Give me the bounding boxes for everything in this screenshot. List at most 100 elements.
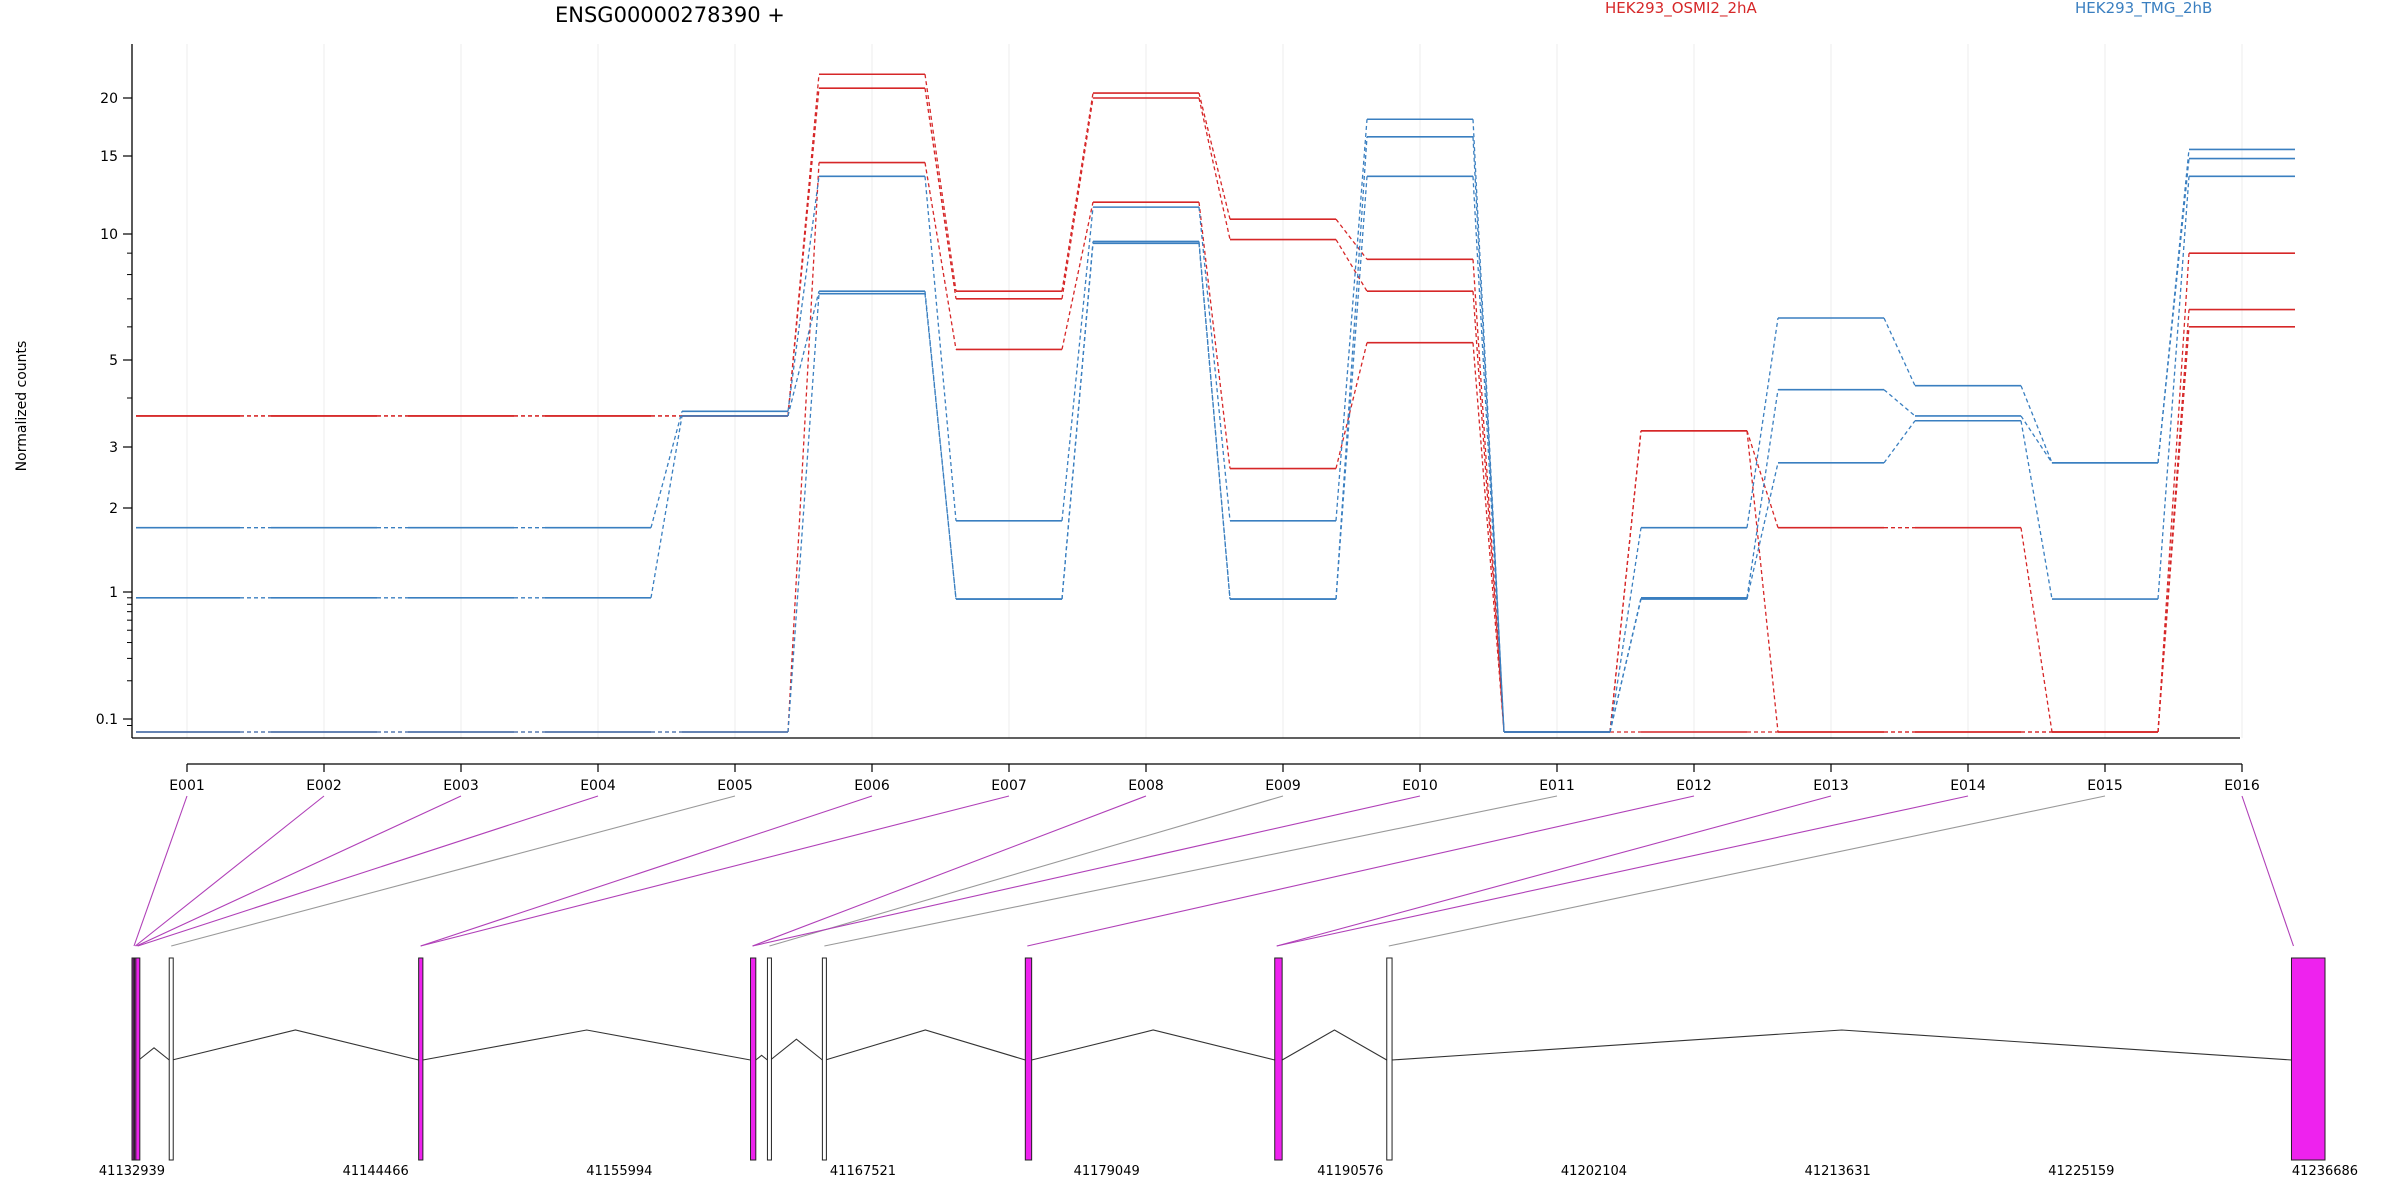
coordinate-label: 41144466: [343, 1164, 409, 1179]
series-connector: [1335, 136, 1368, 600]
series-connector: [1472, 342, 1505, 733]
exon-connector: [769, 795, 1284, 947]
x-tick-label: E009: [1265, 778, 1301, 794]
exon-connector: [134, 795, 325, 947]
y-tick-label: 2: [109, 501, 118, 517]
gene-model: [131, 957, 2326, 1161]
intron-line: [138, 1047, 170, 1061]
exon-connector: [1388, 795, 2106, 947]
series-lines: [136, 73, 2295, 733]
y-tick-label: 1: [109, 585, 118, 601]
exon-connector: [420, 795, 873, 947]
exon-box: [135, 957, 141, 1161]
series-connector: [650, 415, 683, 598]
series-connector: [1472, 136, 1505, 733]
coordinate-label: 41155994: [586, 1164, 652, 1179]
coordinate-label: 41167521: [830, 1164, 896, 1179]
series-connector: [1335, 239, 1368, 292]
series-connector: [1883, 317, 1916, 386]
series-connector: [787, 88, 820, 417]
series-connector: [1609, 430, 1642, 733]
coordinate-label: 41190576: [1317, 1164, 1383, 1179]
series-connector: [2157, 176, 2190, 600]
series-connector: [1472, 176, 1505, 733]
series-connector: [2020, 420, 2053, 600]
exon-box: [821, 957, 827, 1161]
y-tick-label: 3: [109, 440, 118, 456]
x-tick-label: E004: [580, 778, 616, 794]
exon-box: [1386, 957, 1393, 1161]
x-axis: E001 E002 E003 E004 E005 E006 E007 E008 E009 E010…: [132, 737, 2260, 794]
x-tick-label: E008: [1128, 778, 1164, 794]
coordinate-label: 41236686: [2292, 1164, 2358, 1179]
coordinate-label: 41213631: [1805, 1164, 1871, 1179]
series-connector: [787, 293, 820, 733]
intron-line: [172, 1029, 419, 1061]
x-tick-label: E003: [443, 778, 479, 794]
legend-entry-osmi2: HEK293_OSMI2_2hA: [1605, 0, 1758, 18]
exon-connector: [171, 795, 736, 947]
series-connector: [1198, 207, 1231, 521]
series-connector: [650, 411, 683, 528]
exon-box: [766, 957, 772, 1161]
x-tick-label: E007: [991, 778, 1027, 794]
coordinate-label: 41179049: [1074, 1164, 1140, 1179]
series-connector: [924, 293, 957, 600]
series-connector: [1883, 420, 1916, 464]
exon-connector: [133, 795, 188, 947]
exon-connector: [1276, 795, 1969, 947]
exon-connector: [1027, 795, 1695, 947]
x-tick-label: E015: [2087, 778, 2123, 794]
exon-connector: [824, 795, 1558, 947]
x-tick-label: E016: [2224, 778, 2260, 794]
coordinate-label: 41202104: [1561, 1164, 1627, 1179]
exon-connector: [752, 795, 1147, 947]
series-connector: [1335, 218, 1368, 260]
series-connector: [2157, 326, 2190, 733]
series-connector: [1061, 92, 1094, 292]
series-connector: [1746, 389, 1779, 598]
intron-line: [1031, 1029, 1275, 1061]
series-connector: [1198, 202, 1231, 469]
exon-connector: [137, 795, 599, 947]
series-connector: [1198, 97, 1231, 240]
series-connector: [2157, 253, 2190, 733]
intron-line: [825, 1029, 1026, 1061]
series-connector: [787, 291, 820, 417]
exon-box: [168, 957, 174, 1161]
intron-line: [1392, 1029, 2292, 1061]
x-tick-label: E013: [1813, 778, 1849, 794]
series-connector: [1609, 597, 1642, 733]
x-tick-label: E010: [1402, 778, 1438, 794]
series-connector: [1335, 119, 1368, 521]
y-tick-label: 15: [100, 149, 118, 165]
y-tick-label: 10: [100, 227, 118, 243]
series-connector: [1609, 527, 1642, 733]
series-line: [136, 175, 2295, 733]
series-connector: [924, 176, 957, 521]
exon-connector: [1276, 795, 1832, 947]
x-tick-label: E001: [169, 778, 205, 794]
series-connector: [1061, 241, 1094, 600]
series-connector: [924, 88, 957, 299]
exon-box: [1024, 957, 1033, 1161]
series-connector: [1609, 598, 1642, 733]
series-connector: [924, 162, 957, 350]
series-line: [136, 73, 2295, 733]
y-axis-label: Normalized counts: [14, 341, 30, 472]
exon-connector: [2241, 795, 2294, 947]
series-line: [136, 161, 2295, 733]
gridlines: [186, 44, 2243, 738]
exon-box: [418, 957, 424, 1161]
series-line: [136, 87, 2295, 733]
x-tick-label: E005: [717, 778, 753, 794]
exon-box: [750, 957, 757, 1161]
exon-connectors: [133, 795, 2294, 947]
chart-title: ENSG00000278390 +: [555, 3, 785, 27]
series-connector: [787, 176, 820, 412]
legend-entry-tmg: HEK293_TMG_2hB: [2075, 0, 2212, 18]
series-connector: [1746, 430, 1779, 528]
series-connector: [1746, 462, 1779, 600]
intron-line: [770, 1038, 823, 1061]
series-connector: [1198, 243, 1231, 600]
